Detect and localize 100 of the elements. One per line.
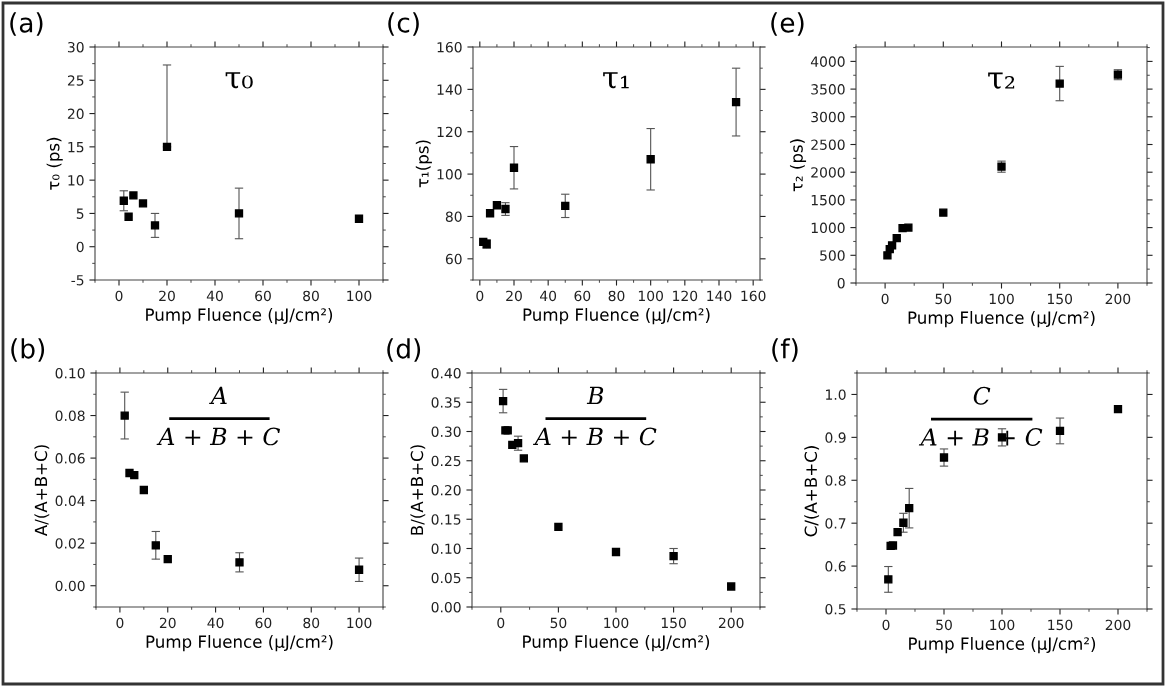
x-axis-title: Pump Fluence (μJ/cm²) xyxy=(146,635,333,652)
y-tick-label: 0.40 xyxy=(431,367,461,379)
y-tick-label: 25 xyxy=(67,75,84,86)
y-tick-label: 80 xyxy=(445,211,462,222)
x-tick-label: 120 xyxy=(673,290,698,302)
y-axis-title: A/(A+B+C) xyxy=(34,445,50,537)
y-tick-label: 0.25 xyxy=(431,455,461,467)
y-tick-label: 0.6 xyxy=(825,561,846,572)
y-tick-label: 0.06 xyxy=(55,453,85,464)
x-axis-title: Pump Fluence (μJ/cm²) xyxy=(146,308,333,325)
x-tick-label: 20 xyxy=(506,290,522,302)
annotation: A xyxy=(209,386,227,405)
y-tick-label: 0.08 xyxy=(55,410,85,422)
y-tick-label: 0.8 xyxy=(825,475,846,486)
y-axis-title: τ₀ (ps) xyxy=(46,137,63,190)
y-tick-label: 500 xyxy=(820,250,845,261)
y-tick-label: 4000 xyxy=(810,56,845,67)
x-tick-label: 160 xyxy=(741,290,766,302)
y-tick-label: 3500 xyxy=(811,84,845,95)
y-tick-label: 0.00 xyxy=(55,580,85,592)
y-axis-title: C/(A+B+C) xyxy=(804,446,820,537)
text: (e) xyxy=(771,12,804,36)
y-tick-label: 0 xyxy=(837,277,845,289)
annotation: τ₂ xyxy=(988,72,1015,89)
x-tick-label: 0 xyxy=(882,619,890,631)
y-tick-label: 1.0 xyxy=(826,389,846,400)
annotation: C xyxy=(973,386,991,405)
x-tick-label: 50 xyxy=(550,617,567,629)
x-tick-label: 100 xyxy=(604,617,629,629)
x-tick-label: 100 xyxy=(347,617,372,629)
y-tick-label: 140 xyxy=(437,84,462,95)
annotation: τ₀ xyxy=(225,72,253,89)
x-tick-label: 200 xyxy=(718,617,744,629)
text: (d) xyxy=(387,338,421,362)
y-tick-label: 2000 xyxy=(811,167,845,178)
x-tick-label: 80 xyxy=(303,290,319,302)
x-tick-label: 150 xyxy=(1047,293,1073,305)
text: (a) xyxy=(10,12,43,36)
y-tick-label: 0.20 xyxy=(431,484,461,496)
y-tick-label: 0.30 xyxy=(431,426,461,437)
y-tick-label: 0.00 xyxy=(431,601,461,613)
x-tick-label: 0 xyxy=(116,617,124,629)
x-tick-label: 0 xyxy=(497,617,505,629)
x-tick-label: 0 xyxy=(476,290,484,302)
y-tick-label: 3000 xyxy=(811,111,845,123)
y-tick-label: 0 xyxy=(76,241,84,253)
y-tick-label: 0.9 xyxy=(825,432,846,443)
y-tick-label: 0.15 xyxy=(431,514,461,525)
x-tick-label: 40 xyxy=(206,290,223,302)
y-tick-label: 0.35 xyxy=(431,397,461,408)
x-tick-label: 60 xyxy=(255,617,272,629)
y-tick-label: 1500 xyxy=(811,194,845,206)
y-tick-label: 10 xyxy=(68,175,84,186)
y-tick-label: 0.10 xyxy=(431,543,461,554)
x-tick-label: 20 xyxy=(159,290,175,302)
y-tick-label: 120 xyxy=(437,126,462,138)
x-axis-title: Pump Fluence (μJ/cm²) xyxy=(908,311,1095,328)
x-tick-label: 50 xyxy=(935,293,952,305)
x-tick-label: 100 xyxy=(989,293,1014,305)
text: (f) xyxy=(772,338,798,362)
x-tick-label: 60 xyxy=(574,290,591,302)
x-tick-label: 150 xyxy=(661,617,686,629)
x-tick-label: 20 xyxy=(159,617,176,629)
x-tick-label: 140 xyxy=(707,290,732,302)
annotation: A + B + C xyxy=(156,427,280,446)
y-tick-label: 2500 xyxy=(811,139,845,150)
x-tick-label: 50 xyxy=(936,619,952,631)
y-tick-label: 20 xyxy=(67,108,84,120)
y-tick-label: 0.7 xyxy=(825,518,846,529)
x-tick-label: 60 xyxy=(255,290,271,302)
y-tick-label: 5 xyxy=(76,208,84,219)
x-tick-label: 40 xyxy=(540,290,557,302)
x-axis-title: Pump Fluence (μJ/cm²) xyxy=(523,308,710,325)
x-tick-label: 200 xyxy=(1105,619,1131,631)
text: (c) xyxy=(388,12,419,36)
x-tick-label: 150 xyxy=(1048,619,1073,631)
text: (b) xyxy=(11,338,45,362)
x-tick-label: 100 xyxy=(638,290,663,302)
y-tick-label: 0.5 xyxy=(825,603,846,615)
x-tick-label: 100 xyxy=(990,619,1015,631)
y-tick-label: 60 xyxy=(445,253,462,265)
y-tick-label: 15 xyxy=(68,142,84,153)
y-tick-label: 160 xyxy=(437,41,462,53)
y-tick-label: -5 xyxy=(71,275,84,286)
y-tick-label: 1000 xyxy=(811,222,845,234)
x-tick-label: 200 xyxy=(1105,293,1131,305)
x-axis-title: Pump Fluence (μJ/cm²) xyxy=(909,637,1096,654)
y-tick-label: 30 xyxy=(67,41,84,53)
annotation: A + B + C xyxy=(533,427,657,446)
x-tick-label: 0 xyxy=(115,290,123,302)
x-tick-label: 0 xyxy=(881,293,889,305)
y-axis-title: τ₂ (ps) xyxy=(789,139,807,192)
y-axis-title: B/(A+B+C) xyxy=(410,445,426,535)
x-tick-label: 40 xyxy=(207,617,224,629)
y-tick-label: 100 xyxy=(437,169,462,180)
y-tick-label: 0.04 xyxy=(55,495,85,507)
annotation: τ₁ xyxy=(603,72,629,89)
x-axis-title: Pump Fluence (μJ/cm²) xyxy=(523,635,710,652)
y-tick-label: 0.10 xyxy=(55,367,85,379)
x-tick-label: 80 xyxy=(303,617,320,629)
